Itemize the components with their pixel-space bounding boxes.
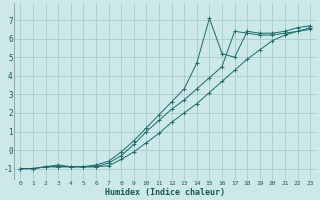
X-axis label: Humidex (Indice chaleur): Humidex (Indice chaleur) (105, 188, 225, 197)
